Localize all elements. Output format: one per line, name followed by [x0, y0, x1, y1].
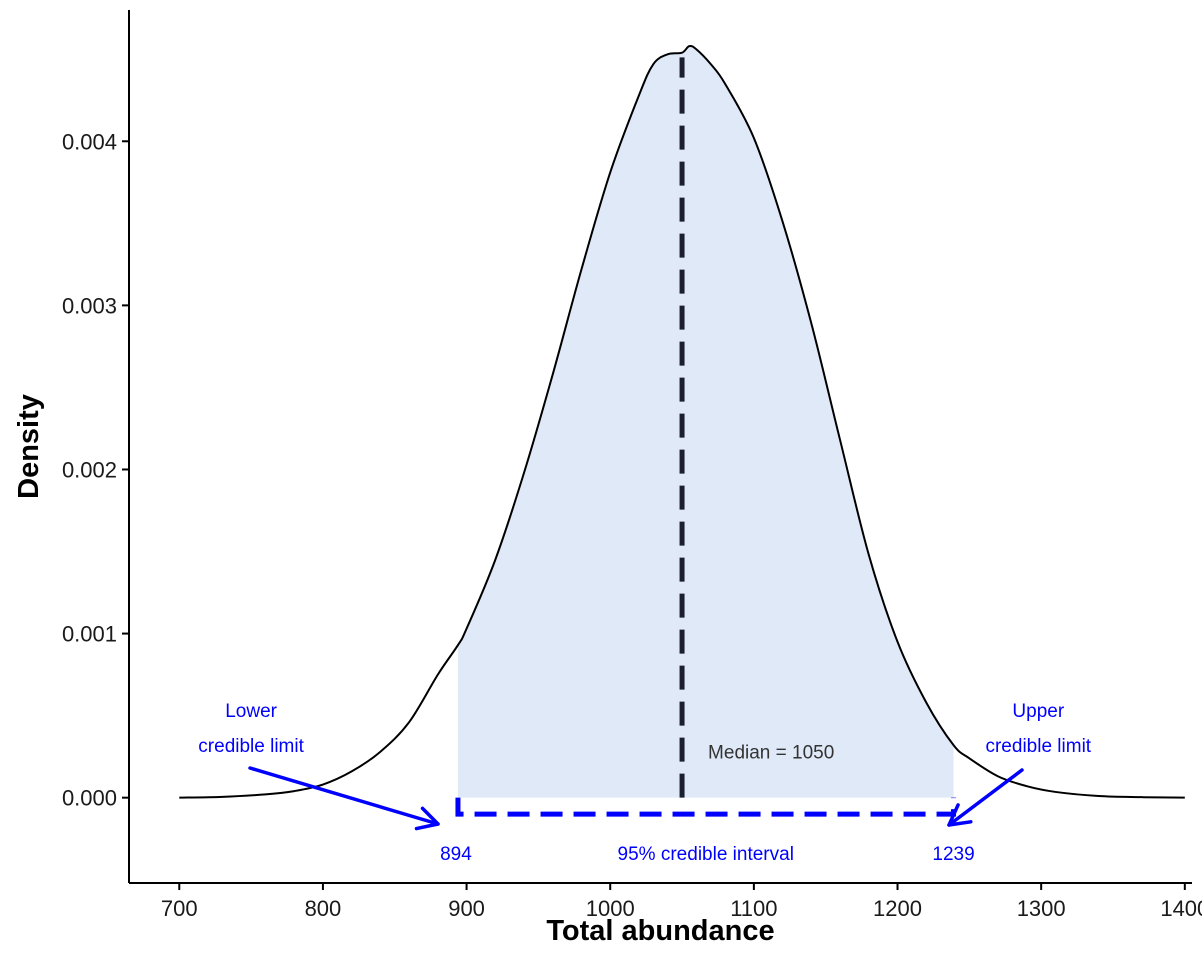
- arrow-head: [414, 806, 440, 831]
- x-tick-label: 1300: [1017, 896, 1066, 921]
- median-label: Median = 1050: [708, 743, 834, 764]
- lower-value-label: 894: [440, 844, 472, 865]
- upper-limit-arrow: [947, 768, 1024, 827]
- interval-label: 95% credible interval: [618, 844, 794, 865]
- x-tick-label: 800: [305, 896, 342, 921]
- y-tick-label: 0.003: [62, 293, 117, 318]
- x-tick-label: 1100: [730, 896, 777, 921]
- lower-limit-label: credible limit: [198, 736, 304, 757]
- y-tick-label: 0.002: [62, 457, 117, 482]
- arrow-head: [947, 803, 973, 827]
- y-axis-title: Density: [13, 394, 45, 499]
- upper-value-label: 1239: [932, 844, 974, 865]
- x-axis-title: Total abundance: [546, 915, 774, 947]
- y-ticks: 0.000 0.001 0.002 0.003 0.004: [62, 129, 129, 811]
- upper-limit-label: Upper: [1012, 701, 1064, 722]
- credible-interval-area: [457, 45, 954, 798]
- plot-area: [179, 44, 1185, 817]
- x-tick-label: 1200: [873, 896, 922, 921]
- lower-limit-label: Lower: [225, 701, 277, 722]
- y-tick-label: 0.000: [62, 786, 117, 811]
- y-tick-label: 0.001: [62, 622, 117, 647]
- x-tick-label: 900: [448, 896, 485, 921]
- x-tick-label: 1000: [586, 896, 635, 921]
- lower-limit-arrow: [248, 766, 440, 831]
- annotations: Median = 1050 95% credible interval 894 …: [198, 701, 1092, 865]
- arrow-shaft: [248, 766, 440, 826]
- density-curve: [179, 44, 1185, 799]
- y-tick-label: 0.004: [62, 129, 117, 154]
- upper-limit-label: credible limit: [985, 736, 1091, 757]
- credible-interval-bracket: [455, 797, 957, 817]
- arrow-shaft: [947, 768, 1024, 827]
- x-tick-label: 700: [161, 896, 198, 921]
